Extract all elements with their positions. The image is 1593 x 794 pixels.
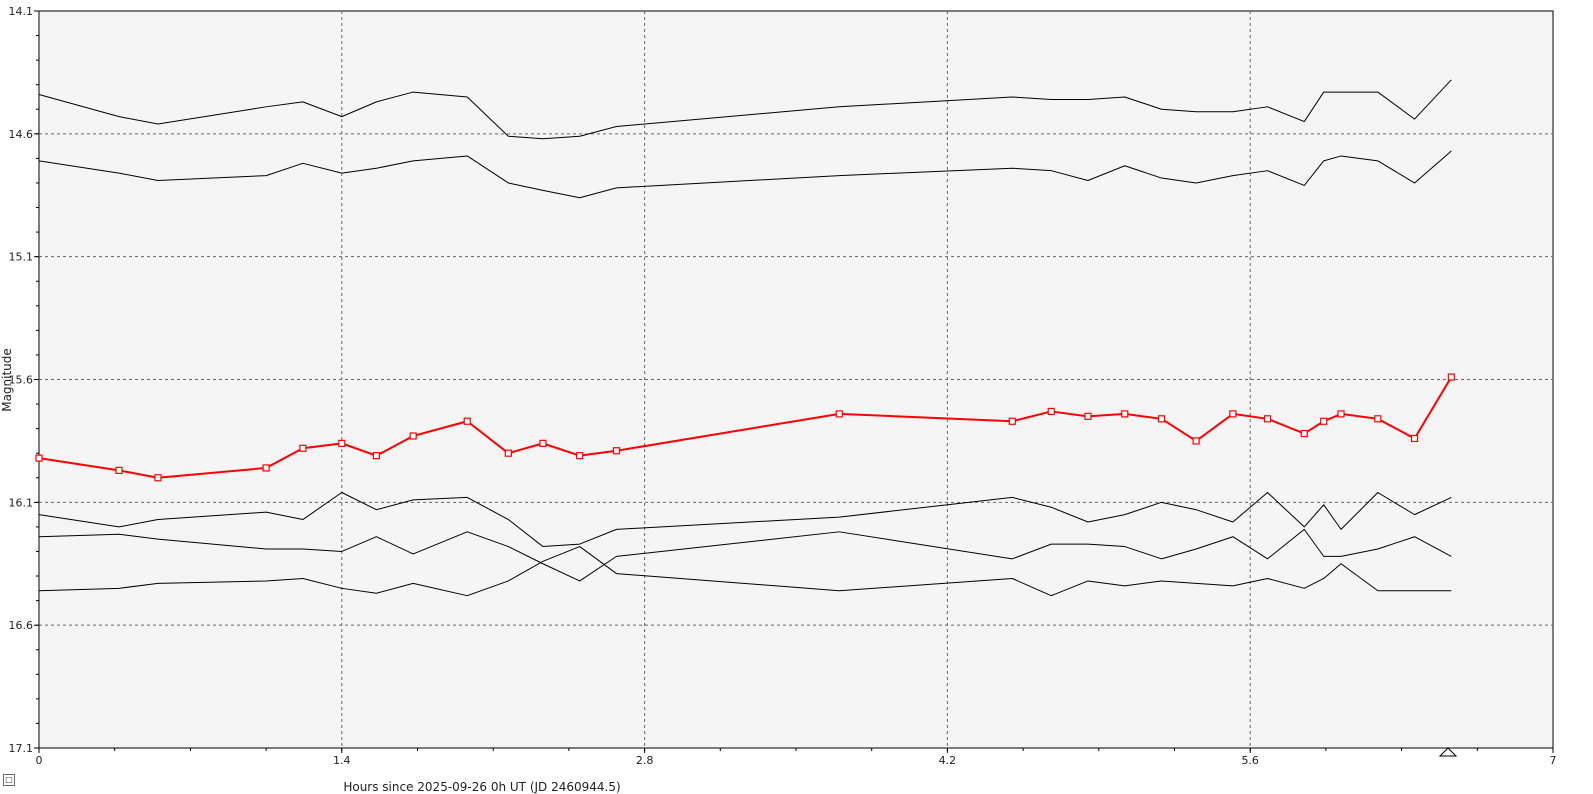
x-tick-label: 2.8	[636, 754, 654, 767]
target-data-point	[576, 452, 584, 460]
target-data-point	[115, 466, 123, 474]
target-data-point	[612, 447, 621, 455]
target-data-point	[1447, 373, 1455, 381]
y-tick-label: 14.1	[9, 5, 34, 18]
series-group	[35, 79, 1455, 597]
target-data-point	[1121, 410, 1129, 418]
x-axis-title: Hours since 2025-09-26 0h UT (JD 2460944…	[343, 780, 620, 794]
x-tick-label: 5.6	[1241, 754, 1259, 767]
target-data-point	[1084, 412, 1092, 420]
x-tick-label: 1.4	[333, 754, 351, 767]
y-tick-label: 16.1	[9, 496, 34, 509]
target-data-point	[409, 432, 417, 440]
corner-toggle-button[interactable]: □	[3, 774, 15, 786]
target-data-point	[372, 452, 381, 460]
axis-ticks	[34, 10, 1554, 753]
comparison-star-line-4	[38, 528, 1452, 582]
target-data-point	[35, 454, 43, 462]
target-data-point	[1374, 415, 1382, 423]
y-tick-label: 15.6	[9, 374, 34, 387]
target-data-point	[1229, 410, 1237, 418]
target-data-point	[504, 449, 512, 457]
target-data-point	[1300, 429, 1308, 438]
x-tick-label: 0	[36, 754, 43, 767]
target-data-point	[1410, 434, 1419, 443]
y-axis-title: Magnitude	[0, 348, 14, 412]
grid-lines	[39, 11, 1553, 748]
target-data-point	[338, 439, 346, 447]
comparison-star-line-0	[38, 79, 1452, 140]
target-lightcurve-line	[38, 376, 1453, 479]
x-tick-label: 7	[1550, 754, 1557, 767]
target-data-point	[154, 474, 162, 482]
target-data-point	[299, 444, 307, 452]
target-data-point	[1008, 417, 1016, 425]
target-data-point	[835, 410, 843, 418]
target-data-point	[463, 417, 471, 425]
comparison-star-line-3	[38, 492, 1452, 548]
target-data-point	[539, 439, 547, 447]
target-data-point	[262, 464, 270, 472]
y-tick-label: 14.6	[9, 128, 34, 141]
current-time-marker-icon	[1438, 747, 1458, 757]
comparison-star-line-1	[38, 150, 1452, 199]
tick-labels: 0 1.4 2.8 4.2 5.6 7 14.1 14.6 15.1 15.6 16.1 16.6 17…	[9, 5, 1557, 767]
comparison-star-line-5	[38, 546, 1452, 597]
target-data-point	[1157, 415, 1166, 423]
target-data-point	[1192, 437, 1200, 445]
x-tick-label: 4.2	[939, 754, 957, 767]
target-data-point	[1337, 410, 1345, 418]
y-tick-label: 17.1	[9, 742, 34, 755]
target-data-point	[1263, 415, 1272, 423]
y-tick-label: 16.6	[9, 619, 34, 632]
y-tick-label: 15.1	[9, 251, 34, 264]
target-data-point	[1047, 407, 1055, 416]
target-data-point	[1320, 417, 1328, 425]
